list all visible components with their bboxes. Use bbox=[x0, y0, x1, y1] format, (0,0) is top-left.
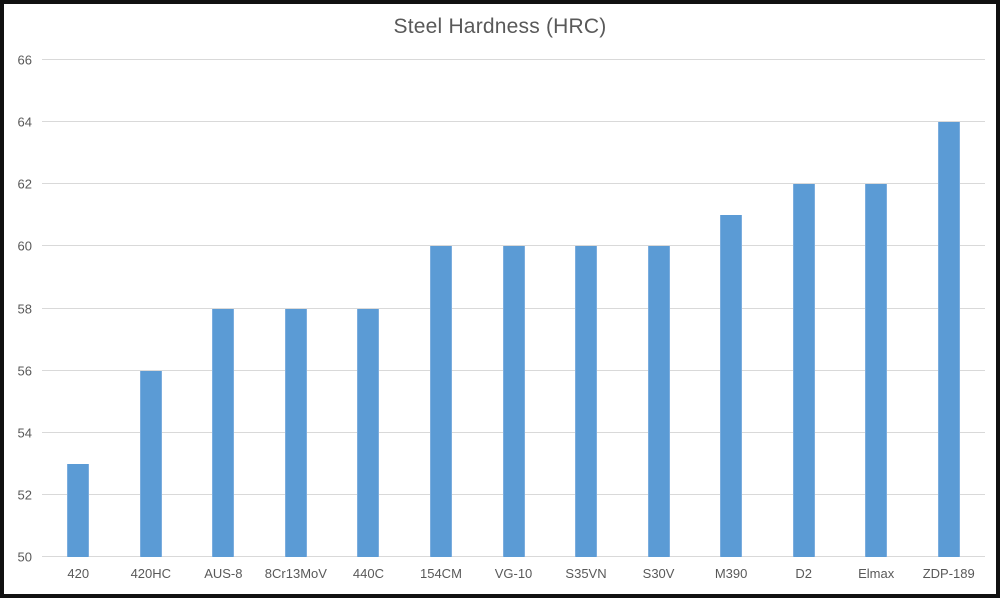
y-tick-label-58: 58 bbox=[17, 301, 32, 316]
y-tick-label-64: 64 bbox=[17, 114, 32, 130]
y-axis: 50 52 54 56 58 60 62 64 66 bbox=[4, 53, 34, 565]
gridline-y-66 bbox=[42, 59, 985, 60]
x-tick-label-154CM: 154CM bbox=[419, 566, 462, 581]
x-tick-label-ZDP-189: ZDP-189 bbox=[922, 566, 975, 581]
gridline-y-62 bbox=[42, 183, 985, 185]
x-axis: 420 420HC AUS-8 8Cr13MoV 440C 154CM VG-10 S35VN… bbox=[42, 566, 985, 586]
bar-420HC bbox=[139, 370, 162, 557]
chart-title: Steel Hardness (HRC) bbox=[393, 15, 607, 38]
x-tick-label-Elmax: Elmax bbox=[858, 566, 895, 581]
y-tick-label-62: 62 bbox=[17, 176, 32, 192]
bar-154CM bbox=[429, 246, 452, 557]
bar-VG-10 bbox=[502, 246, 525, 557]
x-tick-label-420HC: 420HC bbox=[130, 566, 172, 581]
y-tick-label-60: 60 bbox=[17, 238, 32, 254]
bar-8Cr13MoV bbox=[284, 308, 307, 557]
y-tick-label-56: 56 bbox=[17, 363, 32, 379]
x-tick-label-M390: M390 bbox=[714, 566, 748, 581]
x-tick-label-S30V: S30V bbox=[642, 566, 675, 581]
y-tick-label-50: 50 bbox=[17, 549, 32, 565]
y-tick-label-52: 52 bbox=[17, 487, 32, 503]
bar-D2 bbox=[792, 184, 815, 557]
x-tick-label-VG-10: VG-10 bbox=[494, 566, 533, 581]
bar-AUS-8 bbox=[212, 308, 235, 557]
gridline-y-64 bbox=[42, 121, 985, 123]
y-tick-label-54: 54 bbox=[17, 425, 32, 441]
bar-M390 bbox=[720, 215, 743, 557]
x-tick-label-S35VN: S35VN bbox=[565, 566, 607, 581]
bar-S35VN bbox=[575, 246, 598, 557]
x-tick-label-420: 420 bbox=[67, 566, 90, 581]
bar-Elmax bbox=[865, 184, 888, 557]
x-tick-label-8Cr13MoV: 8Cr13MoV bbox=[264, 566, 327, 581]
x-tick-label-D2: D2 bbox=[795, 566, 812, 581]
gridline-y-60 bbox=[42, 245, 985, 247]
bar-ZDP-189 bbox=[937, 122, 960, 557]
bar-420 bbox=[67, 463, 90, 557]
plot-area bbox=[42, 59, 985, 557]
bar-440C bbox=[357, 308, 380, 557]
x-tick-label-AUS-8: AUS-8 bbox=[204, 566, 243, 581]
x-tick-label-440C: 440C bbox=[352, 566, 384, 581]
y-tick-label-66: 66 bbox=[17, 52, 32, 68]
bar-S30V bbox=[647, 246, 670, 557]
